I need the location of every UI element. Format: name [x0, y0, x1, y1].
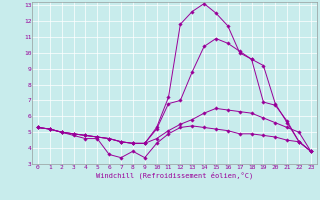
X-axis label: Windchill (Refroidissement éolien,°C): Windchill (Refroidissement éolien,°C) — [96, 171, 253, 179]
